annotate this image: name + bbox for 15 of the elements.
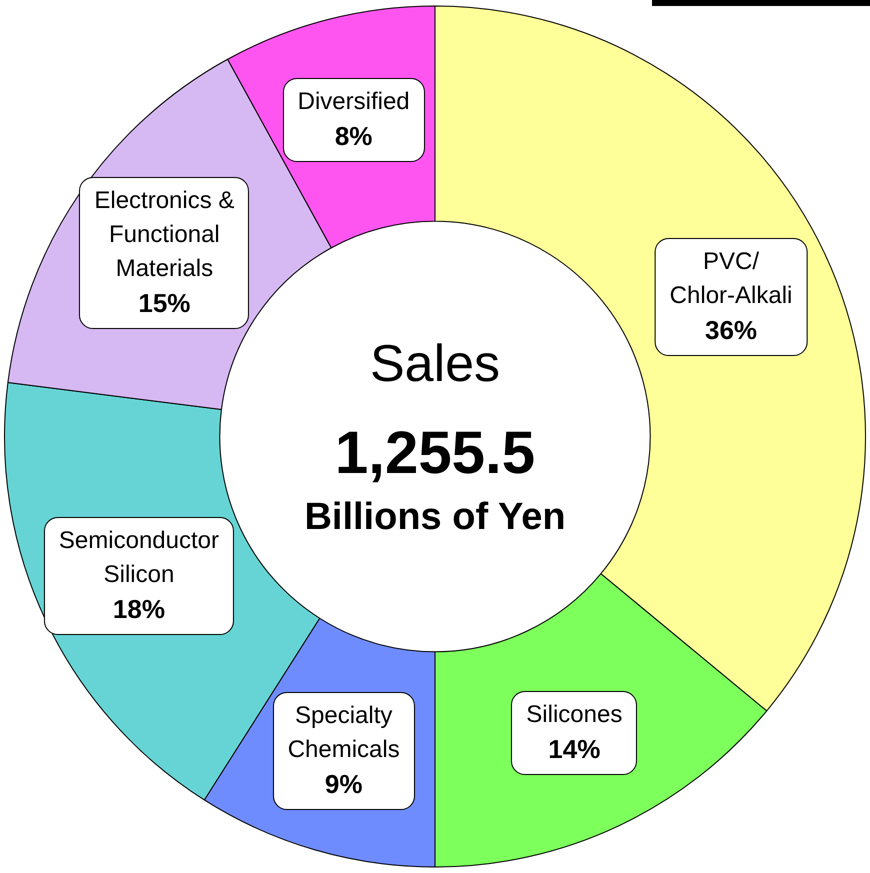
slice-label: Diversified: [298, 86, 410, 117]
data-label: 8%: [334, 120, 372, 151]
text: Sales: [370, 334, 500, 393]
text: 1,255.5: [334, 419, 536, 486]
slice-label: Semiconductor Silicon: [58, 526, 219, 590]
slice-label: PVC/ Chlor-Alkali: [670, 247, 792, 312]
data-label: 15%: [138, 288, 190, 318]
text: Billions of Yen: [304, 496, 566, 538]
slice-label: Silicones: [526, 700, 622, 730]
data-label: 9%: [324, 768, 362, 799]
data-label: 36%: [705, 315, 758, 346]
data-label: 14%: [548, 734, 600, 764]
slice-label: Specialty Chemicals: [288, 700, 400, 765]
slice-label: Electronics & Functional Materials: [94, 186, 234, 284]
data-label: 18%: [112, 594, 165, 624]
